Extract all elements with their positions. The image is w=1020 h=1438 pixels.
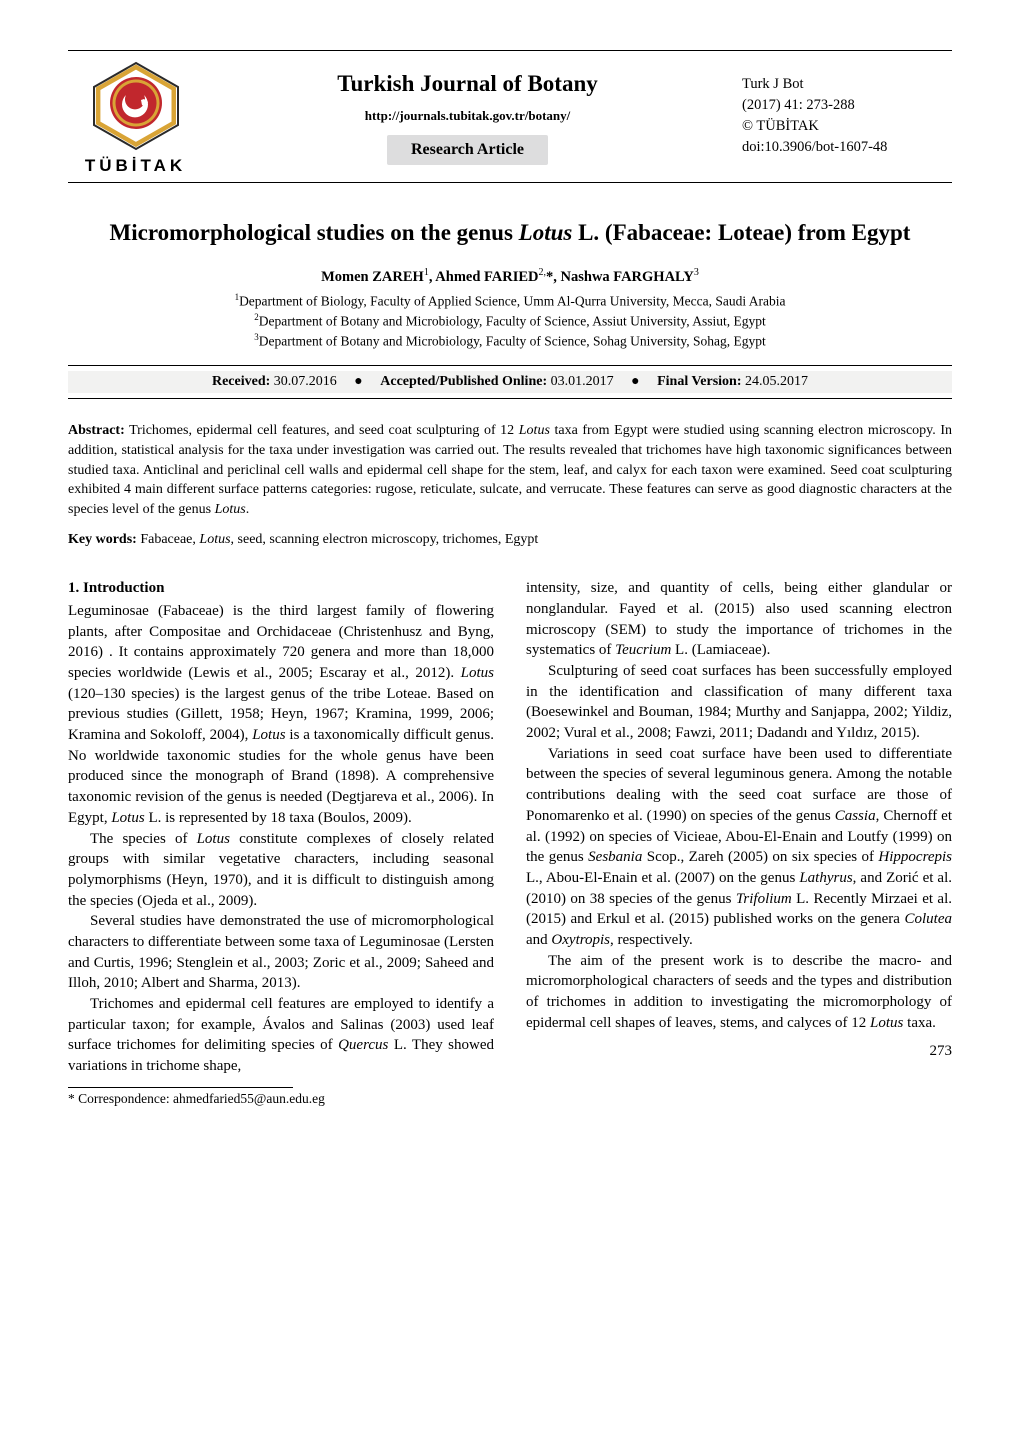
separator-icon: ● — [354, 374, 362, 389]
separator-icon: ● — [631, 374, 639, 389]
column-right: intensity, size, and quantity of cells, … — [526, 578, 952, 1108]
keywords-label: Key words: — [68, 532, 137, 547]
body-paragraph: Variations in seed coat surface have bee… — [526, 744, 952, 951]
publisher-logo: TÜBİTAK — [68, 51, 203, 182]
title-part-post: L. (Fabaceae: Loteae) from Egypt — [572, 220, 910, 245]
received-date: 30.07.2016 — [274, 374, 337, 389]
accepted-label: Accepted/Published Online: — [380, 374, 547, 389]
page-number: 273 — [526, 1041, 952, 1062]
body-paragraph: Sculpturing of seed coat surfaces has be… — [526, 661, 952, 744]
accepted-date: 03.01.2017 — [551, 374, 614, 389]
title-part-pre: Micromorphological studies on the genus — [110, 220, 519, 245]
affiliation-1: 1Department of Biology, Faculty of Appli… — [68, 291, 952, 311]
journal-doi: doi:10.3906/bot-1607-48 — [742, 137, 952, 158]
affiliation-2: 2Department of Botany and Microbiology, … — [68, 311, 952, 331]
article-type-badge: Research Article — [387, 135, 548, 165]
body-paragraph: Leguminosae (Fabaceae) is the third larg… — [68, 601, 494, 829]
column-left: 1. Introduction Leguminosae (Fabaceae) i… — [68, 578, 494, 1108]
abstract-label: Abstract: — [68, 423, 125, 438]
journal-short-name: Turk J Bot — [742, 74, 952, 95]
keywords-body: Fabaceae, Lotus, seed, scanning electron… — [140, 532, 538, 547]
body-paragraph: Several studies have demonstrated the us… — [68, 911, 494, 994]
footnote-rule — [68, 1087, 293, 1088]
abstract-body: Trichomes, epidermal cell features, and … — [68, 423, 952, 516]
keywords: Key words: Fabaceae, Lotus, seed, scanni… — [68, 531, 952, 550]
final-label: Final Version: — [657, 374, 741, 389]
body-paragraph: The aim of the present work is to descri… — [526, 951, 952, 1034]
tubitak-logo-icon — [86, 59, 186, 151]
received-label: Received: — [212, 374, 270, 389]
journal-meta: Turk J Bot (2017) 41: 273-288 © TÜBİTAK … — [732, 51, 952, 182]
body-paragraph: The species of Lotus constitute complexe… — [68, 829, 494, 912]
publisher-name: TÜBİTAK — [85, 155, 186, 178]
journal-title-block: Turkish Journal of Botany http://journal… — [203, 51, 732, 182]
authors: Momen ZAREH1, Ahmed FARIED2,*, Nashwa FA… — [68, 266, 952, 287]
dates-row: Received: 30.07.2016 ● Accepted/Publishe… — [68, 365, 952, 400]
body-columns: 1. Introduction Leguminosae (Fabaceae) i… — [68, 578, 952, 1108]
affiliation-3: 3Department of Botany and Microbiology, … — [68, 331, 952, 351]
journal-url[interactable]: http://journals.tubitak.gov.tr/botany/ — [365, 107, 571, 125]
affiliations: 1Department of Biology, Faculty of Appli… — [68, 291, 952, 350]
section-heading: 1. Introduction — [68, 578, 494, 599]
journal-header: TÜBİTAK Turkish Journal of Botany http:/… — [68, 50, 952, 183]
journal-title: Turkish Journal of Botany — [337, 68, 598, 99]
correspondence: * Correspondence: ahmedfaried55@aun.edu.… — [68, 1090, 494, 1109]
journal-issue: (2017) 41: 273-288 — [742, 95, 952, 116]
title-genus: Lotus — [519, 220, 573, 245]
body-paragraph: intensity, size, and quantity of cells, … — [526, 578, 952, 661]
body-paragraph: Trichomes and epidermal cell features ar… — [68, 994, 494, 1077]
abstract: Abstract: Trichomes, epidermal cell feat… — [68, 421, 952, 519]
final-date: 24.05.2017 — [745, 374, 808, 389]
paper-title: Micromorphological studies on the genus … — [68, 217, 952, 248]
journal-copyright: © TÜBİTAK — [742, 116, 952, 137]
